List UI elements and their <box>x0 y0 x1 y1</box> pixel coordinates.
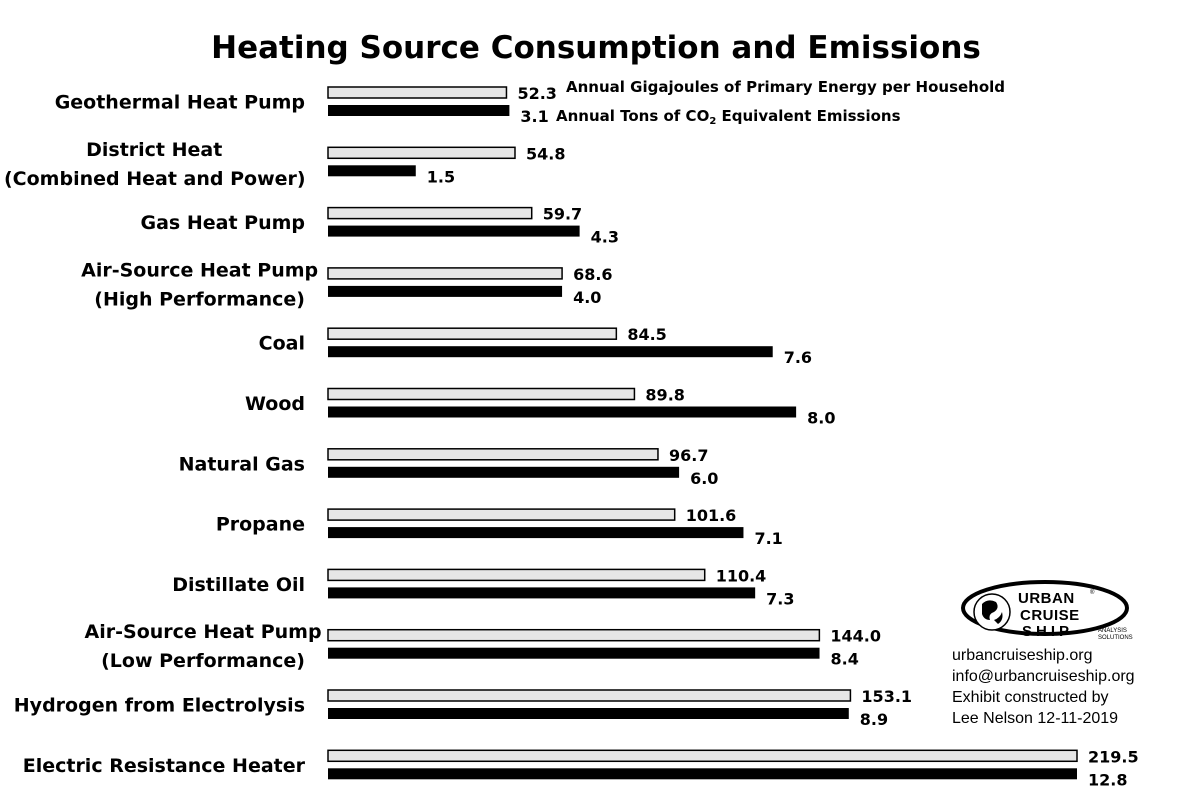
legend-energy: Annual Gigajoules of Primary Energy per … <box>566 78 1005 96</box>
bar-energy <box>327 146 516 160</box>
category-label: Geothermal Heat Pump <box>55 92 305 114</box>
value-label-energy: 68.6 <box>573 265 612 284</box>
value-label-energy: 52.3 <box>517 84 556 103</box>
value-label-emissions: 8.9 <box>860 710 888 729</box>
logo-word-1: URBAN <box>1018 590 1075 607</box>
bar-energy <box>327 327 618 340</box>
category-label: Air-Source Heat Pump <box>85 621 322 643</box>
logo-tagline-1: ANALYSIS <box>1098 628 1127 634</box>
bar-emissions <box>328 768 1077 780</box>
value-label-emissions: 1.5 <box>427 167 455 186</box>
value-label-emissions: 7.6 <box>784 348 812 367</box>
logo-ring <box>961 580 1129 636</box>
value-label-energy: 153.1 <box>861 687 912 706</box>
category-label-sub: (Combined Heat and Power) <box>4 168 306 190</box>
logo-registered: ® <box>1090 589 1095 596</box>
value-label-emissions: 3.1 <box>520 107 548 126</box>
logo-word-2: CRUISE <box>1020 607 1080 624</box>
credit-website: urbancruiseship.org <box>952 647 1093 664</box>
logo: URBAN CRUISE SHIP ® ANALYSIS SOLUTIONS <box>961 580 1133 641</box>
bar-energy <box>327 86 508 99</box>
bar-emissions <box>328 285 563 297</box>
category-label: Gas Heat Pump <box>141 212 306 234</box>
value-label-energy: 84.5 <box>627 325 666 344</box>
bar-energy <box>327 387 636 401</box>
bar-emissions <box>328 527 744 539</box>
bar-emissions <box>328 346 773 358</box>
category-label: Distillate Oil <box>172 574 305 596</box>
credit-constructed: Exhibit constructed by <box>952 689 1109 706</box>
value-label-emissions: 12.8 <box>1088 770 1127 789</box>
legend-emissions: Annual Tons of CO2 Equivalent Emissions <box>556 107 901 127</box>
bar-emissions <box>328 587 756 599</box>
value-label-energy: 110.4 <box>716 566 767 585</box>
bar-energy <box>327 628 821 642</box>
category-label-sub: (High Performance) <box>94 288 305 310</box>
chart-title: Heating Source Consumption and Emissions <box>211 30 981 66</box>
bar-emissions <box>328 406 797 418</box>
bars-layer: Geothermal Heat Pump 52.3 3.1 Annual Gigajo… <box>4 78 1139 789</box>
credit-email: info@urbancruiseship.org <box>952 668 1135 685</box>
category-label: Hydrogen from Electrolysis <box>14 695 305 717</box>
bar-energy <box>327 206 533 220</box>
category-label: Coal <box>259 333 305 355</box>
value-label-emissions: 4.0 <box>573 288 601 307</box>
value-label-energy: 219.5 <box>1088 747 1139 766</box>
value-label-emissions: 8.0 <box>807 409 835 428</box>
value-label-energy: 144.0 <box>830 627 881 646</box>
value-label-energy: 101.6 <box>686 506 737 525</box>
bar-energy <box>327 689 852 702</box>
category-label: Air-Source Heat Pump <box>81 259 318 281</box>
category-label: Wood <box>245 393 305 415</box>
bar-energy <box>327 267 563 280</box>
value-label-energy: 96.7 <box>669 446 708 465</box>
value-label-emissions: 7.3 <box>766 589 794 608</box>
credits: urbancruiseship.org info@urbancruiseship… <box>952 645 1135 729</box>
bar-emissions <box>328 647 820 659</box>
bar-emissions <box>328 165 416 177</box>
bar-emissions <box>328 225 580 237</box>
category-label-sub: (Low Performance) <box>101 650 305 672</box>
bar-energy <box>327 568 706 582</box>
bar-energy <box>327 448 659 461</box>
bar-energy <box>327 749 1078 763</box>
value-label-emissions: 8.4 <box>831 650 859 669</box>
category-label: Propane <box>216 514 305 536</box>
value-label-emissions: 7.1 <box>754 529 782 548</box>
bar-emissions <box>328 466 680 478</box>
value-label-energy: 54.8 <box>526 144 565 163</box>
credit-author-date: Lee Nelson 12-11-2019 <box>952 710 1119 727</box>
value-label-energy: 89.8 <box>645 386 684 405</box>
globe-continent-icon <box>982 600 998 620</box>
bar-emissions <box>328 105 510 116</box>
value-label-emissions: 6.0 <box>690 469 718 488</box>
bar-emissions <box>328 708 849 719</box>
logo-tagline-2: SOLUTIONS <box>1098 635 1133 641</box>
value-label-energy: 59.7 <box>543 205 582 224</box>
category-label: Natural Gas <box>179 453 305 475</box>
logo-word-3: SHIP <box>1022 623 1073 640</box>
bar-energy <box>327 508 676 521</box>
value-label-emissions: 4.3 <box>591 228 619 247</box>
category-label: District Heat <box>86 139 222 161</box>
category-label: Electric Resistance Heater <box>23 755 306 777</box>
